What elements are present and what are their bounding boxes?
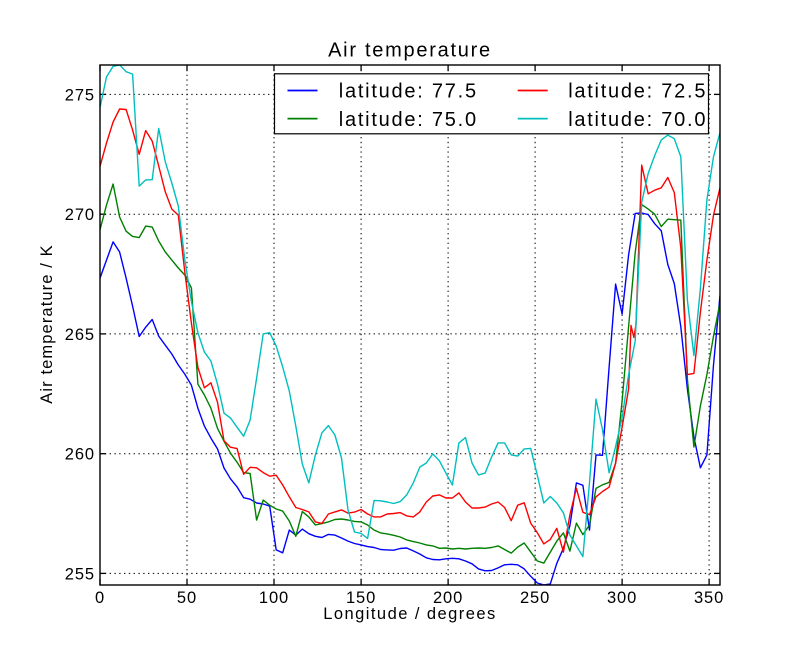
svg-text:100: 100 — [259, 589, 289, 607]
svg-text:200: 200 — [433, 589, 463, 607]
svg-text:latitude: 72.5: latitude: 72.5 — [568, 81, 707, 103]
svg-text:latitude: 70.0: latitude: 70.0 — [568, 109, 707, 131]
svg-text:300: 300 — [607, 589, 637, 607]
svg-text:350: 350 — [694, 589, 724, 607]
svg-text:latitude: 77.5: latitude: 77.5 — [339, 81, 478, 103]
svg-text:50: 50 — [177, 589, 197, 607]
svg-text:Air temperature: Air temperature — [328, 40, 492, 62]
svg-text:Longitude / degrees: Longitude / degrees — [323, 605, 496, 623]
svg-text:latitude: 75.0: latitude: 75.0 — [339, 109, 478, 131]
svg-text:255: 255 — [65, 565, 95, 583]
svg-text:150: 150 — [346, 589, 376, 607]
svg-text:250: 250 — [520, 589, 550, 607]
svg-text:0: 0 — [95, 589, 105, 607]
svg-text:260: 260 — [65, 446, 95, 464]
svg-text:Air temperature / K: Air temperature / K — [38, 244, 56, 403]
svg-text:275: 275 — [65, 86, 95, 104]
svg-text:270: 270 — [65, 206, 95, 224]
svg-text:265: 265 — [65, 326, 95, 344]
